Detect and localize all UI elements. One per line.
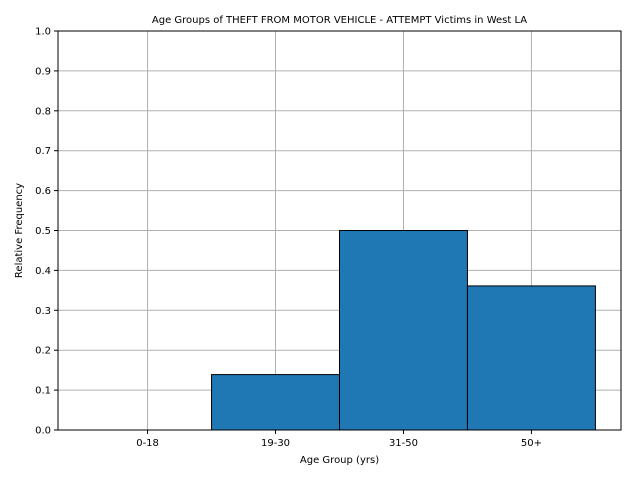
y-tick-label: 0.4 xyxy=(35,266,51,277)
x-axis: 0-18 19-30 31-50 50+ xyxy=(136,430,542,449)
y-axis-title: Relative Frequency xyxy=(14,183,25,278)
bars xyxy=(211,230,596,431)
y-axis: 0.0 0.1 0.2 0.3 0.4 0.5 0.6 0.7 0.8 0.9 1.0 xyxy=(35,27,58,437)
y-tick-label: 0.3 xyxy=(35,306,51,317)
bar-50+ xyxy=(466,285,596,431)
y-tick-label: 0.8 xyxy=(35,106,51,117)
y-tick-label: 0.0 xyxy=(35,426,51,437)
y-tick-label: 0.1 xyxy=(35,386,51,397)
x-tick-label: 31-50 xyxy=(389,438,418,449)
bar-31-50 xyxy=(339,230,468,431)
x-tick-label: 0-18 xyxy=(136,438,159,449)
x-tick-label: 19-30 xyxy=(261,438,290,449)
y-tick-label: 0.5 xyxy=(35,226,51,237)
y-tick-label: 0.9 xyxy=(35,66,51,77)
x-axis-title: Age Group (yrs) xyxy=(300,455,379,466)
x-tick-label: 50+ xyxy=(521,438,542,449)
y-tick-label: 1.0 xyxy=(35,27,51,38)
y-tick-label: 0.7 xyxy=(35,146,51,157)
bar-19-30 xyxy=(211,374,340,431)
y-tick-label: 0.6 xyxy=(35,186,51,197)
chart-title: Age Groups of THEFT FROM MOTOR VEHICLE -… xyxy=(152,15,527,26)
y-tick-label: 0.2 xyxy=(35,346,51,357)
